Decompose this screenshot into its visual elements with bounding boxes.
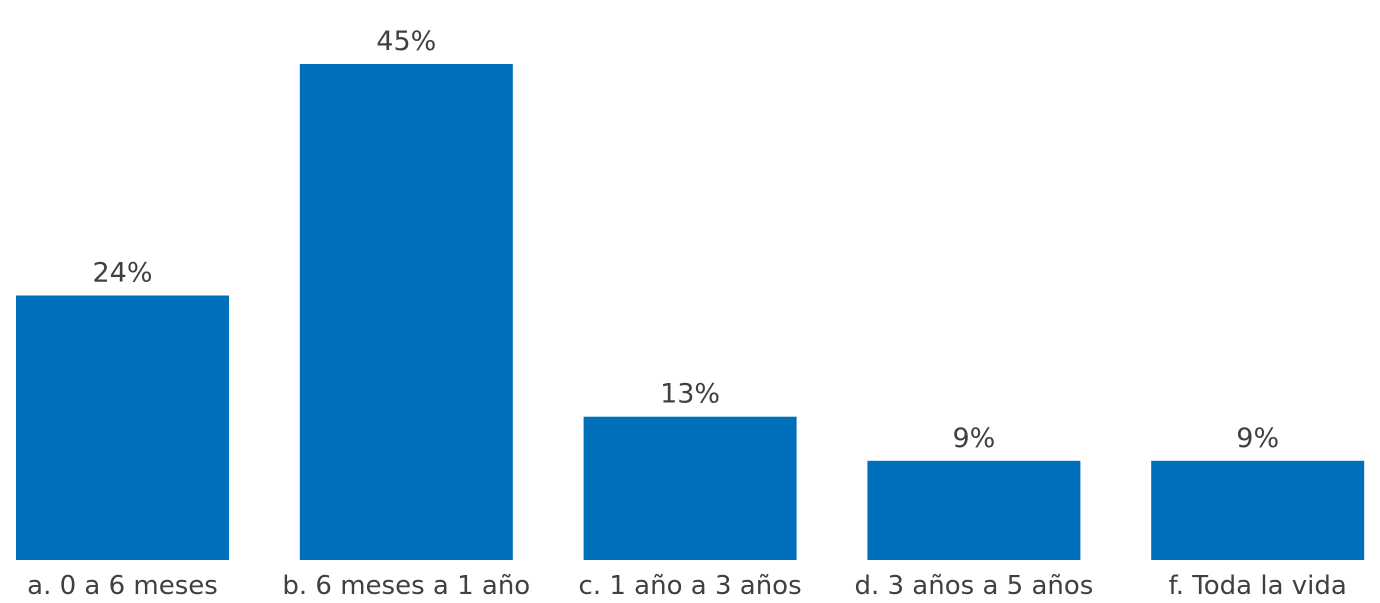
category-label-5: f. Toda la vida — [1169, 571, 1347, 601]
data-label-5: 9% — [1236, 423, 1279, 454]
data-label-4: 9% — [952, 423, 995, 454]
data-label-2: 45% — [376, 26, 436, 57]
bar-5 — [1151, 460, 1365, 560]
data-label-1: 24% — [92, 258, 152, 289]
category-labels-group: a. 0 a 6 meses b. 6 meses a 1 año c. 1 año… — [27, 571, 1347, 601]
bar-2 — [299, 64, 513, 560]
category-label-1: a. 0 a 6 meses — [27, 571, 218, 601]
data-label-3: 13% — [660, 379, 720, 410]
category-label-4: d. 3 años a 5 años — [854, 571, 1093, 601]
bar-1 — [16, 295, 229, 560]
bar-3 — [583, 416, 797, 560]
bars-group — [16, 64, 1365, 560]
category-label-2: b. 6 meses a 1 año — [282, 571, 530, 601]
bar-4 — [867, 460, 1081, 560]
category-label-3: c. 1 año a 3 años — [579, 571, 802, 601]
data-labels-group: 24% 45% 13% 9% 9% — [92, 26, 1279, 454]
